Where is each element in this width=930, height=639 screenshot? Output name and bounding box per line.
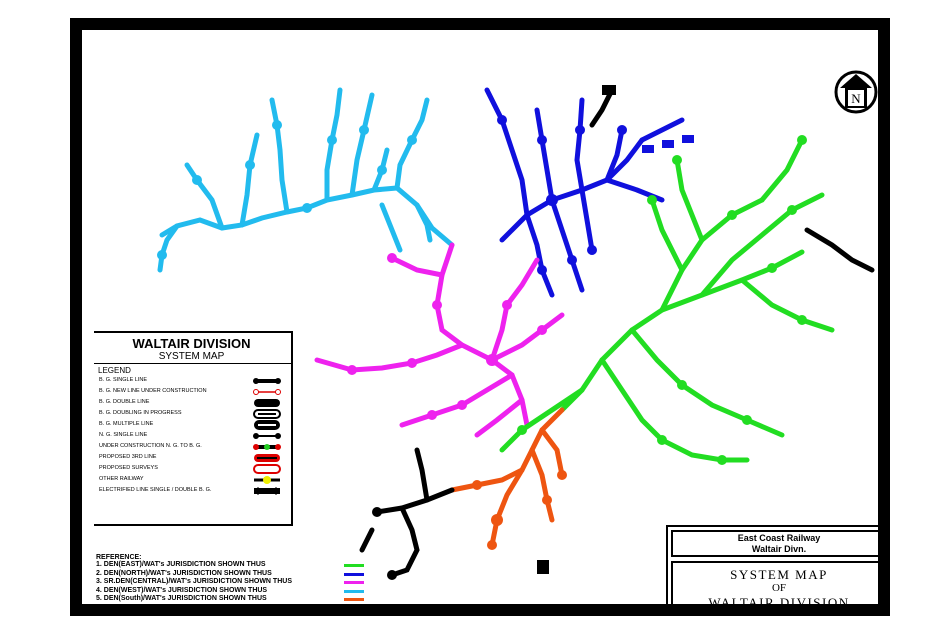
legend-item-label: B. G. DOUBLE LINE [99, 399, 150, 405]
central-jurisdiction-lines [314, 242, 565, 438]
reference-item-label: 5. DEN(South)/WAT's JURISDICTION SHOWN T… [96, 595, 267, 602]
legend-item: OTHER RAILWAY [99, 476, 144, 482]
north-arrow-icon: N [834, 70, 878, 114]
legend-item: B. G. MULTIPLE LINE [99, 421, 153, 427]
reference-item-label: 3. SR.DEN(CENTRAL)/WAT's JURISDICTION SH… [96, 578, 292, 585]
north-station-markers [497, 115, 694, 275]
railway-name-box: East Coast Railway Waltair Divn. [671, 530, 878, 557]
division-name: Waltair Divn. [751, 544, 807, 554]
legend-item: ELECTRIFIED LINE SINGLE / DOUBLE B. G. [99, 487, 211, 493]
legend-item-label: B. G. NEW LINE UNDER CONSTRUCTION [99, 388, 207, 394]
other-railway-markers [372, 85, 616, 580]
legend-subtitle: SYSTEM MAP [158, 351, 225, 362]
north-jurisdiction-lines [484, 87, 685, 298]
south-jurisdiction-lines [449, 407, 565, 548]
legend-item-label: B. G. DOUBLING IN PROGRESS [99, 410, 182, 416]
reference-color-swatch [344, 572, 364, 576]
legend-item-label: B. G. MULTIPLE LINE [99, 421, 154, 427]
legend-item-label: PROPOSED SURVEYS [99, 465, 158, 471]
legend-panel: WALTAIR DIVISION SYSTEM MAP LEGEND B. G.… [94, 331, 293, 526]
railway-name: East Coast Railway [737, 533, 821, 543]
central-station-markers [347, 253, 547, 420]
reference-color-swatch [344, 589, 364, 593]
reference-item-label: 1. DEN(EAST)/WAT's JURISDICTION SHOWN TH… [96, 561, 266, 568]
west-station-markers [157, 120, 417, 260]
south-station-markers [472, 470, 567, 550]
map-canvas: N WALTAIR DIVISION SYSTEM MAP LEGEND B. … [82, 30, 878, 604]
title-block: East Coast Railway Waltair Divn. SYSTEM … [666, 525, 878, 604]
legend-item: B. G. DOUBLE LINE [99, 399, 149, 405]
reference-color-swatch [344, 581, 364, 584]
map-title-line3: WALTAIR DIVISION [708, 595, 850, 604]
north-label: N [851, 91, 861, 106]
legend-item: B. G. SINGLE LINE [99, 377, 147, 383]
legend-item: B. G. NEW LINE UNDER CONSTRUCTION [99, 388, 207, 394]
legend-item: PROPOSED 3RD LINE [99, 454, 156, 460]
legend-item-label: OTHER RAILWAY [99, 476, 144, 482]
map-title-box: SYSTEM MAP OF WALTAIR DIVISION [671, 561, 878, 604]
legend-item-label: ELECTRIFIED LINE SINGLE / DOUBLE B. G. [99, 487, 212, 493]
legend-title: WALTAIR DIVISION [132, 336, 251, 351]
legend-item: B. G. DOUBLING IN PROGRESS [99, 410, 182, 416]
reference-item: 4. DEN(WEST)/WAT's JURISDICTION SHOWN TH… [96, 587, 366, 596]
legend-item-label: N. G. SINGLE LINE [99, 432, 148, 438]
other-railway-lines [359, 87, 875, 578]
reference-color-swatch [344, 564, 364, 567]
reference-item: 1. DEN(EAST)/WAT's JURISDICTION SHOWN TH… [96, 561, 366, 570]
west-jurisdiction-lines [157, 87, 455, 273]
reference-panel: REFERENCE: 1. DEN(EAST)/WAT's JURISDICTI… [96, 554, 366, 604]
reference-title: REFERENCE: [96, 554, 142, 561]
legend-item-label: PROPOSED 3RD LINE [99, 454, 157, 460]
reference-item: 5. DEN(South)/WAT's JURISDICTION SHOWN T… [96, 595, 366, 604]
reference-item: 3. SR.DEN(CENTRAL)/WAT's JURISDICTION SH… [96, 578, 366, 587]
reference-color-swatch [344, 598, 364, 601]
legend-item: PROPOSED SURVEYS [99, 465, 158, 471]
legend-item-label: B. G. SINGLE LINE [99, 377, 147, 383]
legend-heading: LEGEND [98, 366, 131, 375]
reference-item-label: 4. DEN(WEST)/WAT's JURISDICTION SHOWN TH… [96, 586, 268, 594]
map-frame: N WALTAIR DIVISION SYSTEM MAP LEGEND B. … [70, 18, 890, 616]
legend-item: UNDER CONSTRUCTION N. G. TO B. G. [99, 443, 202, 449]
railway-network-map [157, 85, 875, 580]
map-title-line2: OF [771, 582, 787, 594]
legend-divider [94, 363, 291, 364]
legend-item: N. G. SINGLE LINE [99, 432, 147, 438]
legend-item-label: UNDER CONSTRUCTION N. G. TO B. G. [99, 443, 202, 449]
reference-item: 2. DEN(NORTH)/WAT's JURISDICTION SHOWN T… [96, 570, 366, 579]
reference-item-label: 2. DEN(NORTH)/WAT's JURISDICTION SHOWN T… [96, 569, 272, 577]
east-station-markers [517, 135, 807, 465]
map-title-line1: SYSTEM MAP [730, 567, 828, 582]
